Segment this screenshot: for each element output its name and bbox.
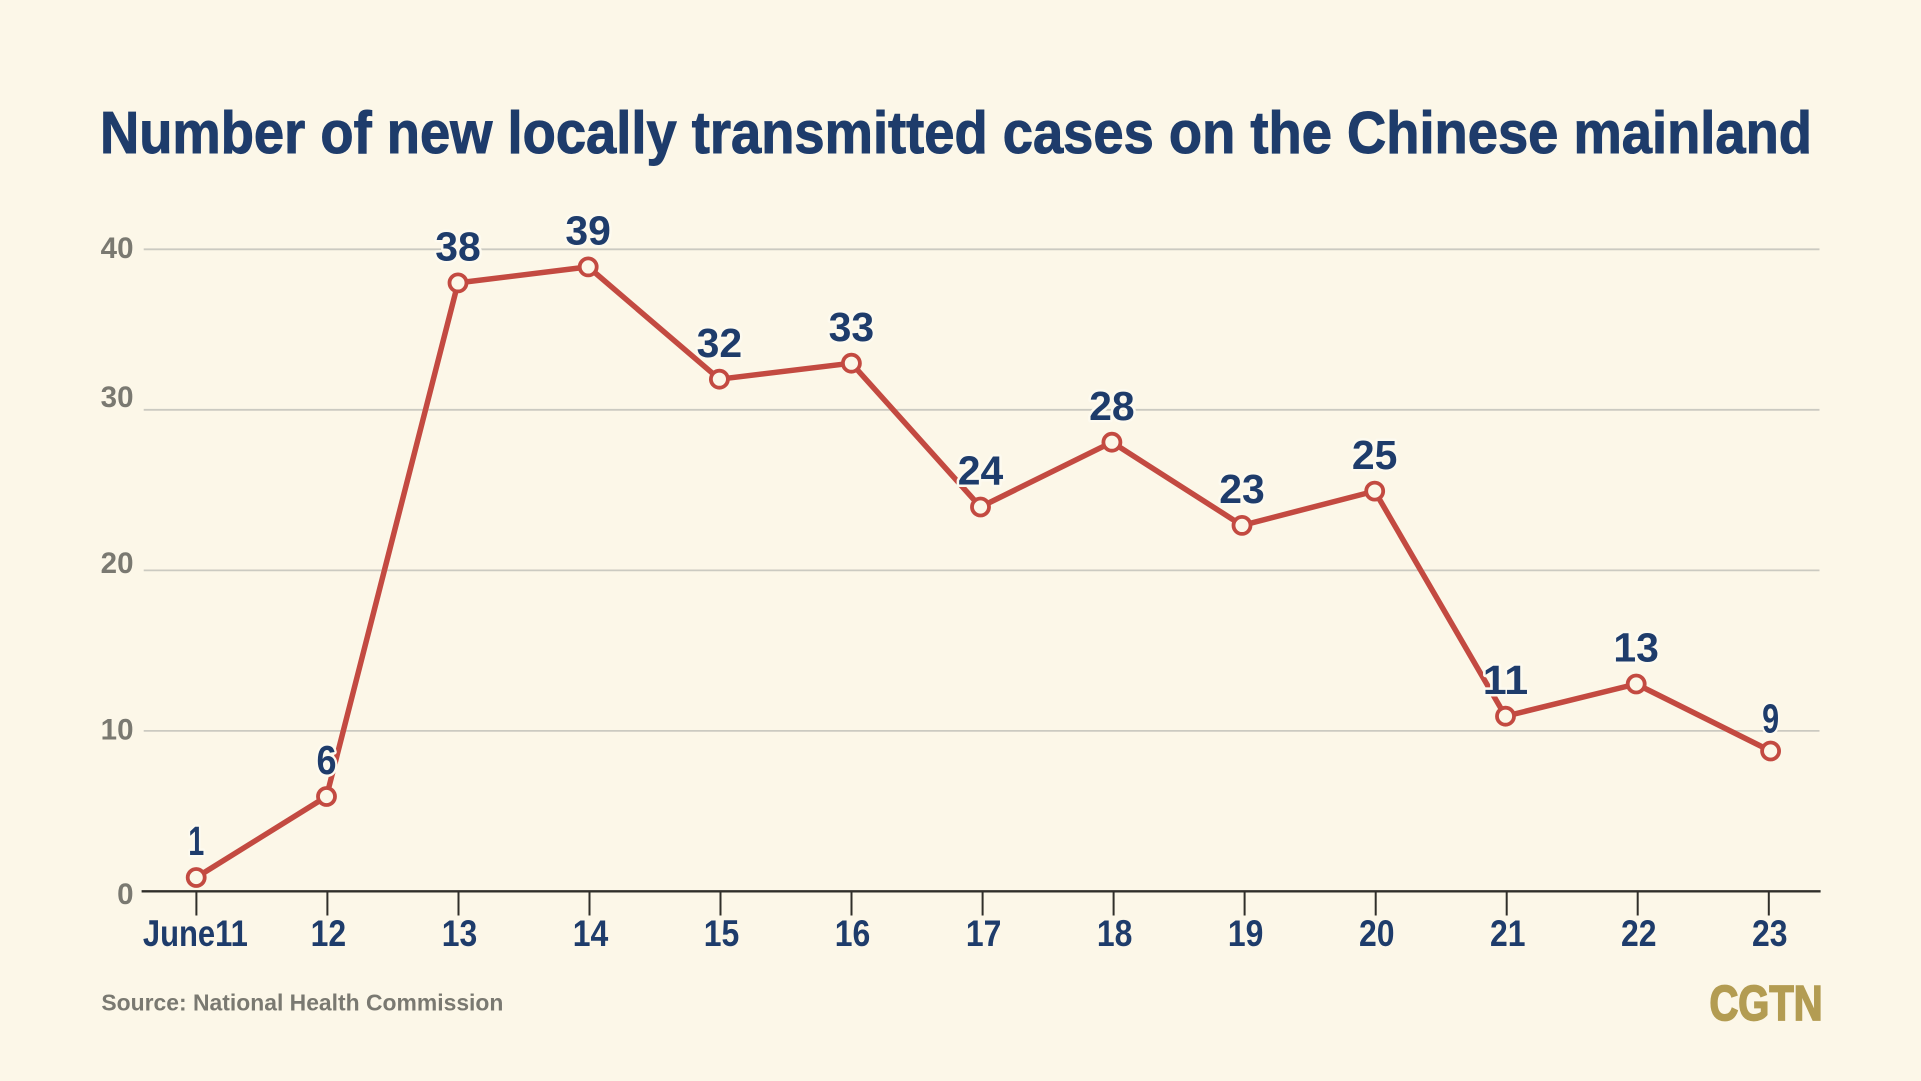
svg-text:30: 30 bbox=[101, 381, 134, 414]
svg-text:12: 12 bbox=[311, 913, 347, 954]
svg-text:20: 20 bbox=[101, 547, 134, 580]
svg-text:33: 33 bbox=[829, 304, 875, 350]
svg-text:23: 23 bbox=[1219, 466, 1265, 512]
svg-text:Source: National Health Commis: Source: National Health Commission bbox=[101, 989, 503, 1015]
svg-text:16: 16 bbox=[835, 913, 871, 954]
svg-text:Number of new locally transmit: Number of new locally transmitted cases … bbox=[100, 99, 1812, 166]
svg-text:28: 28 bbox=[1089, 383, 1135, 429]
svg-text:11: 11 bbox=[1483, 657, 1529, 703]
svg-text:20: 20 bbox=[1359, 913, 1395, 954]
svg-text:14: 14 bbox=[573, 913, 609, 954]
svg-text:0: 0 bbox=[117, 878, 133, 911]
svg-text:39: 39 bbox=[565, 208, 611, 254]
svg-text:CGTN: CGTN bbox=[1710, 976, 1823, 1031]
svg-text:9: 9 bbox=[1762, 695, 1779, 741]
svg-text:23: 23 bbox=[1752, 913, 1788, 954]
svg-text:18: 18 bbox=[1097, 913, 1133, 954]
svg-text:24: 24 bbox=[958, 448, 1004, 494]
svg-text:19: 19 bbox=[1228, 913, 1264, 954]
svg-text:6: 6 bbox=[317, 737, 337, 783]
svg-text:June11: June11 bbox=[143, 913, 248, 954]
svg-text:22: 22 bbox=[1621, 913, 1657, 954]
svg-text:13: 13 bbox=[442, 913, 478, 954]
svg-text:21: 21 bbox=[1490, 913, 1526, 954]
svg-text:10: 10 bbox=[101, 714, 134, 747]
svg-text:15: 15 bbox=[704, 913, 740, 954]
svg-text:32: 32 bbox=[697, 320, 743, 366]
svg-text:17: 17 bbox=[966, 913, 1002, 954]
svg-text:13: 13 bbox=[1613, 625, 1659, 671]
svg-text:1: 1 bbox=[188, 818, 204, 864]
svg-text:25: 25 bbox=[1352, 432, 1398, 478]
svg-text:38: 38 bbox=[435, 224, 481, 270]
svg-text:40: 40 bbox=[101, 232, 134, 265]
